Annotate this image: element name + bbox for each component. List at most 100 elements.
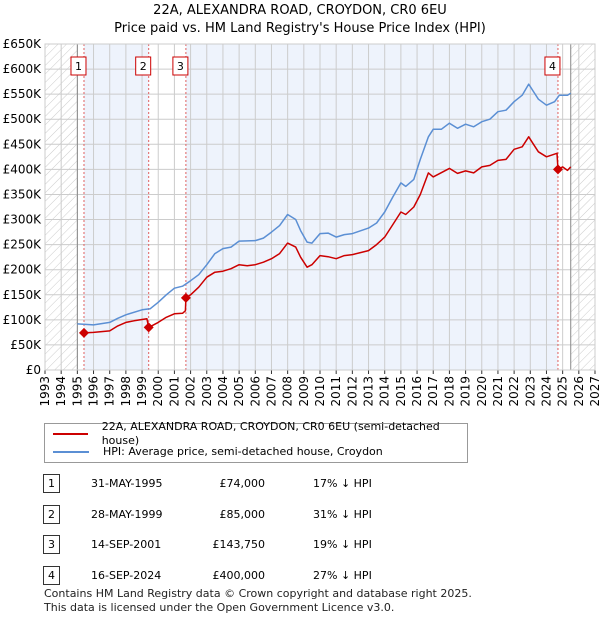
x-tick-label: 2026	[572, 376, 586, 407]
transaction-row: 3 14-SEP-2001 £143,750 19% ↓ HPI	[0, 535, 600, 555]
legend-item-hpi: HPI: Average price, semi-detached house,…	[53, 445, 383, 459]
sale-label: 4	[549, 60, 556, 73]
transaction-date: 16-SEP-2024	[91, 569, 162, 583]
x-tick-label: 2003	[200, 376, 214, 407]
x-tick-label: 2025	[556, 376, 570, 407]
x-tick-label: 2004	[216, 376, 230, 407]
x-tick-label: 2015	[394, 376, 408, 407]
y-tick-label: £500K	[3, 112, 43, 126]
transaction-number: 3	[43, 535, 60, 555]
footer-licence: This data is licensed under the Open Gov…	[44, 601, 395, 614]
x-tick-label: 1993	[38, 376, 52, 407]
x-tick-label: 2023	[523, 376, 537, 407]
transaction-hpi-diff: 19% ↓ HPI	[313, 538, 372, 552]
x-tick-label: 2022	[507, 376, 521, 407]
plot-border	[44, 43, 596, 371]
x-tick-label: 2007	[264, 376, 278, 407]
sale-label-box	[544, 56, 561, 76]
transaction-hpi-diff: 17% ↓ HPI	[313, 477, 372, 490]
transaction-number: 2	[43, 504, 60, 524]
transaction-hpi-diff: 27% ↓ HPI	[313, 569, 372, 583]
y-tick-label: £50K	[10, 338, 42, 352]
footer-copyright: Contains HM Land Registry data © Crown c…	[44, 587, 472, 600]
x-tick-label: 1994	[54, 376, 68, 407]
sale-label-box	[172, 56, 189, 76]
x-tick-label: 1997	[103, 376, 117, 407]
x-tick-label: 1998	[119, 376, 133, 407]
legend-label: 22A, ALEXANDRA ROAD, CROYDON, CR0 6EU (s…	[101, 420, 440, 447]
sale-point	[180, 292, 191, 303]
x-tick-label: 2021	[491, 376, 505, 407]
legend-line-red	[53, 433, 88, 435]
x-tick-label: 2027	[588, 376, 600, 407]
hpi-line	[77, 83, 572, 326]
x-tick-label: 2000	[151, 376, 165, 407]
transaction-date: 31-MAY-1995	[91, 477, 163, 490]
x-tick-label: 1999	[135, 376, 149, 407]
x-tick-label: 2018	[442, 376, 456, 407]
chart-subtitle: Price paid vs. HM Land Registry's House …	[114, 21, 486, 36]
x-tick-label: 2001	[167, 376, 181, 407]
transaction-date: 28-MAY-1999	[91, 507, 163, 521]
x-tick-label: 2020	[475, 376, 489, 407]
y-tick-label: £0	[26, 363, 41, 377]
sale-label: 3	[177, 60, 184, 73]
sale-label-box	[70, 56, 87, 76]
ownership-band	[83, 44, 149, 370]
x-tick-label: 2014	[378, 376, 392, 407]
y-tick-label: £100K	[3, 313, 43, 327]
sale-point	[78, 327, 89, 338]
x-tick-label: 1996	[87, 376, 101, 407]
x-tick-label: 2009	[297, 376, 311, 407]
sale-point	[143, 322, 154, 333]
price-paid-line	[83, 136, 572, 334]
transaction-row: 1 31-MAY-1995 £74,000 17% ↓ HPI	[0, 474, 600, 494]
y-tick-label: £550K	[3, 87, 43, 101]
transaction-number: 1	[43, 474, 60, 493]
sale-label-box	[135, 56, 152, 76]
y-tick-label: £300K	[3, 213, 43, 227]
legend-item-property: 22A, ALEXANDRA ROAD, CROYDON, CR0 6EU (s…	[53, 420, 467, 447]
y-tick-label: £250K	[3, 238, 43, 252]
transaction-row: 4 16-SEP-2024 £400,000 27% ↓ HPI	[0, 566, 600, 586]
legend-line-blue	[53, 451, 89, 453]
y-tick-label: £450K	[3, 137, 43, 151]
no-data-hatch-right	[570, 44, 595, 370]
transaction-price: £143,750	[212, 538, 266, 552]
x-tick-label: 1995	[70, 376, 84, 407]
x-tick-label: 2024	[539, 376, 553, 407]
x-tick-label: 2010	[313, 376, 327, 407]
sale-label: 1	[75, 60, 82, 73]
transaction-price: £74,000	[219, 477, 266, 490]
x-tick-label: 2019	[459, 376, 473, 407]
legend-label: HPI: Average price, semi-detached house,…	[103, 445, 383, 458]
y-tick-label: £600K	[3, 62, 43, 76]
x-tick-label: 2017	[426, 376, 440, 407]
ownership-band	[185, 44, 558, 370]
transaction-row: 2 28-MAY-1999 £85,000 31% ↓ HPI	[0, 504, 600, 525]
transaction-hpi-diff: 31% ↓ HPI	[313, 507, 372, 521]
x-tick-label: 2013	[362, 376, 376, 407]
x-tick-label: 2002	[184, 376, 198, 407]
chart-title: 22A, ALEXANDRA ROAD, CROYDON, CR0 6EU	[153, 3, 447, 18]
x-tick-label: 2008	[281, 376, 295, 407]
y-tick-label: £650K	[3, 37, 43, 51]
sale-point	[552, 164, 563, 175]
y-tick-label: £200K	[3, 263, 43, 277]
y-tick-label: £350K	[3, 187, 43, 201]
x-tick-label: 2006	[248, 376, 262, 407]
transaction-date: 14-SEP-2001	[91, 538, 162, 552]
x-tick-label: 2012	[345, 376, 359, 407]
y-tick-label: £400K	[3, 162, 43, 176]
transaction-price: £400,000	[212, 569, 266, 583]
transaction-price: £85,000	[219, 507, 266, 521]
transaction-number: 4	[43, 566, 60, 586]
legend: 22A, ALEXANDRA ROAD, CROYDON, CR0 6EU (s…	[44, 420, 468, 463]
sale-label: 2	[140, 60, 147, 73]
x-tick-label: 2016	[410, 376, 424, 407]
y-tick-label: £150K	[3, 288, 43, 302]
x-tick-label: 2005	[232, 376, 246, 407]
price-chart: £0 £50K £100K £150K £200K £250K £300K £350K £400…	[3, 37, 600, 407]
x-tick-label: 2011	[329, 376, 343, 407]
